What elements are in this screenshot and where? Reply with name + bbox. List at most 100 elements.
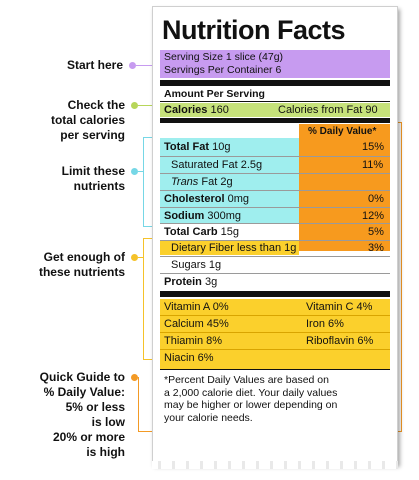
dv-total-carb: 5% — [368, 226, 384, 238]
calories-fat-label: Calories from Fat — [278, 104, 363, 116]
thiamin: Thiamin 8% — [164, 335, 223, 347]
annotation-calories-line3: per serving — [60, 128, 125, 142]
calories-band — [160, 103, 390, 117]
nutrient-amount: 2.5g — [240, 159, 263, 171]
servings-per-container: Servings Per Container 6 — [164, 64, 282, 76]
annotation-limit-line1: Limit these — [61, 164, 125, 178]
annotation-calories-line — [138, 105, 160, 106]
thick-rule-vitamins — [160, 291, 390, 297]
dv-header: % Daily Value* — [308, 126, 377, 137]
annotation-start-dot — [129, 62, 136, 69]
thick-rule-top — [160, 80, 390, 86]
row-divider — [160, 240, 390, 241]
row-divider — [160, 349, 390, 350]
nutrient-name: Total Fat — [164, 141, 210, 153]
annotation-calories-dot — [131, 102, 138, 109]
annotation-enough-bracket — [143, 238, 154, 360]
niacin: Niacin 6% — [164, 352, 214, 364]
row-divider — [160, 256, 390, 257]
nutrient-total-carb: Total Carb 15g — [164, 226, 239, 239]
nutrient-name-rest: Fat — [201, 176, 218, 188]
nutrient-name: Sodium — [164, 210, 205, 222]
vitamin-a: Vitamin A 0% — [164, 301, 229, 313]
row-divider — [160, 190, 390, 191]
annotation-start-line — [136, 65, 160, 66]
dv-dietary-fiber: 3% — [368, 242, 384, 254]
annotation-guide-line4: is low — [91, 415, 125, 429]
nutrient-amount: 10g — [212, 141, 231, 153]
annotation-enough-dot — [131, 254, 138, 261]
nutrient-dietary-fiber: Dietary Fiber less than 1g — [171, 242, 296, 255]
calories-fat-row: Calories from Fat 90 — [278, 104, 378, 117]
annotation-calories-line1: Check the — [67, 98, 125, 112]
annotation-limit-line2: nutrients — [73, 179, 125, 193]
nutrient-name: Saturated Fat — [171, 159, 238, 171]
nutrient-total-fat: Total Fat 10g — [164, 141, 230, 154]
annotation-guide-dot — [131, 374, 138, 381]
thin-rule-footnote — [160, 369, 390, 370]
annotation-limit-dot — [131, 168, 138, 175]
footnote-line2: a 2,000 calorie diet. Your daily values — [164, 386, 338, 399]
nutrient-name: Total Carb — [164, 226, 218, 238]
vitamins-band — [160, 299, 390, 369]
annotation-guide-line5: 20% or more — [52, 430, 125, 444]
dv-cholesterol: 0% — [368, 193, 384, 205]
dv-saturated-fat: 11% — [362, 159, 384, 171]
annotation-guide-right-line — [401, 122, 402, 432]
row-divider — [160, 315, 390, 316]
footnote: *Percent Daily Values are based on a 2,0… — [164, 374, 337, 424]
thick-rule-mid — [160, 118, 390, 123]
nutrient-amount: 2g — [220, 176, 233, 188]
nutrition-label: Nutrition Facts Serving Size 1 slice (47… — [152, 6, 398, 469]
row-divider — [160, 173, 390, 174]
fiber-band — [160, 241, 299, 255]
serving-size: Serving Size 1 slice (47g) — [164, 51, 284, 63]
annotation-guide-line3: 5% or less — [65, 400, 125, 414]
nutrient-trans-fat: Trans Fat 2g — [171, 176, 233, 189]
annotation-enough-stem — [138, 257, 144, 258]
nutrient-sugars: Sugars 1g — [171, 259, 221, 272]
annotation-guide-line2: % Daily Value: — [43, 385, 125, 399]
nutrient-saturated-fat: Saturated Fat 2.5g — [171, 159, 262, 172]
amount-per-serving: Amount Per Serving — [164, 88, 265, 100]
thin-rule-calories — [160, 101, 390, 102]
annotation-guide-bottom-line — [138, 377, 139, 432]
nutrient-amount: 15g — [220, 226, 239, 238]
nutrient-amount: 0mg — [227, 193, 249, 205]
nutrient-sodium: Sodium 300mg — [164, 210, 241, 223]
riboflavin: Riboflavin 6% — [306, 335, 374, 347]
annotation-calories-line2: total calories — [50, 113, 125, 127]
nutrient-amount: 1g — [208, 259, 222, 271]
nutrient-amount: 3g — [204, 276, 218, 288]
dv-total-fat: 15% — [362, 141, 385, 153]
annotation-limit-stem — [138, 171, 144, 172]
row-divider — [160, 332, 390, 333]
nutrient-protein: Protein 3g — [164, 276, 217, 289]
calcium: Calcium 45% — [164, 318, 229, 330]
row-divider — [160, 223, 390, 224]
annotation-enough-line1: Get enough of — [43, 250, 125, 264]
serving-band — [160, 50, 390, 78]
row-divider — [160, 156, 390, 157]
nutrient-name: Sugars — [171, 259, 206, 271]
calories-fat-value: 90 — [365, 104, 378, 116]
nutrient-name: Protein — [164, 276, 202, 288]
row-divider — [160, 273, 390, 274]
nutrient-name: Cholesterol — [164, 193, 225, 205]
iron: Iron 6% — [306, 318, 344, 330]
annotation-quick-guide: Quick Guide to % Daily Value: 5% or less… — [20, 370, 125, 460]
footnote-line4: your calorie needs. — [164, 411, 253, 424]
annotation-calories: Check the total calories per serving — [30, 98, 125, 143]
nutrient-name: Dietary Fiber — [171, 242, 234, 254]
annotation-guide-line6: is high — [86, 445, 125, 459]
nutrient-cholesterol: Cholesterol 0mg — [164, 193, 249, 206]
dv-header-bg — [299, 124, 390, 138]
annotation-enough-line2: these nutrients — [38, 265, 125, 279]
annotation-guide-line1: Quick Guide to — [39, 370, 125, 384]
annotation-limit: Limit these nutrients — [30, 164, 125, 194]
label-title: Nutrition Facts — [162, 15, 346, 45]
dv-sodium: 12% — [362, 210, 385, 222]
annotation-start-text: Start here — [66, 58, 123, 72]
calories-row: Calories 160 — [164, 104, 229, 117]
nutrient-name: Trans — [171, 176, 199, 188]
